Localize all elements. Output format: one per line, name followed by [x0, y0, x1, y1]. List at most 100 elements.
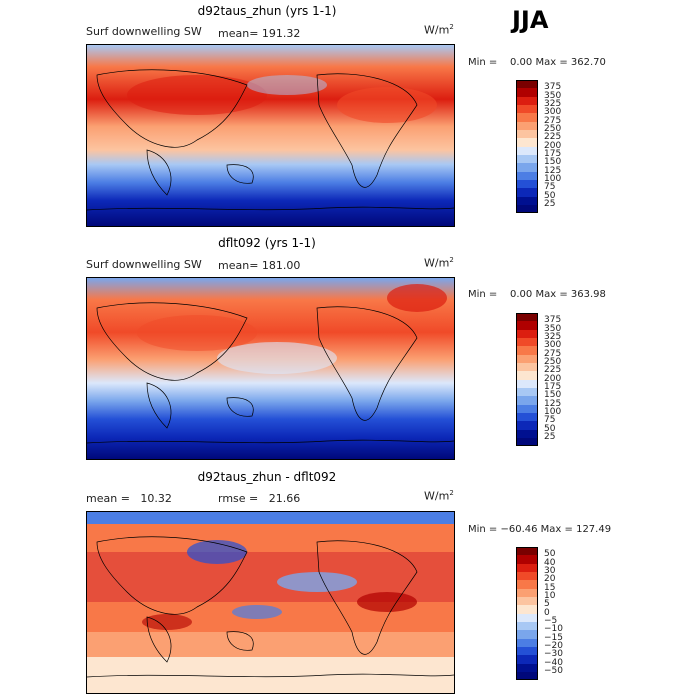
- colorbar-tick-label: 25: [544, 431, 556, 442]
- colorbar-tick-label: 175: [544, 148, 562, 159]
- colorbar-cell: [516, 387, 538, 397]
- colorbar-tick-label: 20: [544, 574, 556, 585]
- colorbar-tick-label: −15: [544, 632, 563, 643]
- colorbar-tick-label: 325: [544, 98, 562, 109]
- panel-mean-label: mean = 10.32: [86, 492, 172, 505]
- colorbar-tick-label: 300: [544, 340, 562, 351]
- colorbar-cell: [516, 321, 538, 330]
- panel-mean-label: mean= 181.00: [218, 259, 301, 272]
- colorbar-cell: [516, 588, 538, 597]
- colorbar-cell: [516, 188, 538, 197]
- colorbar-cell: [516, 671, 538, 681]
- panel-title: d92taus_zhun - dflt092: [197, 470, 337, 484]
- colorbar-cell: [516, 596, 538, 606]
- colorbar-cell: [516, 638, 538, 647]
- panel-rmse-label: rmse = 21.66: [218, 492, 301, 505]
- colorbar-cell: [516, 563, 538, 572]
- colorbar-tick-label: 350: [544, 323, 562, 334]
- world-map-field: [86, 278, 455, 459]
- colorbar-tick-label: −40: [544, 657, 563, 668]
- panel-units-label: W/m2: [424, 489, 454, 503]
- colorbar-cell: [516, 337, 538, 347]
- panel-mean-label: mean= 191.32: [218, 27, 301, 40]
- colorbar-cell: [516, 204, 538, 214]
- colorbar-cell: [516, 547, 538, 556]
- colorbar-tick-label: 175: [544, 381, 562, 392]
- colorbar-tick-label: 150: [544, 157, 562, 168]
- panel-units-label: W/m2: [424, 256, 454, 270]
- colorbar-tick-label: 15: [544, 582, 556, 593]
- colorbar-cell: [516, 404, 538, 413]
- colorbar-cell: [516, 630, 538, 639]
- colorbar-tick-label: −30: [544, 649, 563, 660]
- colorbar-tick-label: 250: [544, 356, 562, 367]
- colorbar-cell: [516, 146, 538, 155]
- colorbar-cell: [516, 154, 538, 164]
- colorbar-cell: [516, 313, 538, 322]
- colorbar-tick-label: 50: [544, 423, 556, 434]
- panel-title: dflt092 (yrs 1-1): [218, 236, 316, 250]
- colorbar-cell: [516, 613, 538, 622]
- colorbar-cell: [516, 163, 538, 172]
- colorbar-tick-label: 25: [544, 198, 556, 209]
- colorbar-cell: [516, 663, 538, 672]
- colorbar-cell: [516, 121, 538, 130]
- colorbar-cell: [516, 571, 538, 581]
- colorbar-tick-label: 30: [544, 565, 556, 576]
- colorbar-tick-label: 0: [544, 607, 550, 618]
- colorbar-tick-label: 200: [544, 373, 562, 384]
- colorbar-cell: [516, 129, 538, 139]
- colorbar-tick-label: 150: [544, 390, 562, 401]
- panel-min-max: Min = 0.00 Max = 362.70: [468, 57, 606, 68]
- colorbar-tick-label: 225: [544, 132, 562, 143]
- colorbar-tick-label: −10: [544, 624, 563, 635]
- colorbar: [516, 547, 538, 681]
- colorbar-tick-label: 275: [544, 115, 562, 126]
- colorbar-cell: [516, 379, 538, 388]
- panel-title: d92taus_zhun (yrs 1-1): [197, 4, 337, 18]
- map-plot: [86, 277, 455, 460]
- colorbar-cell: [516, 371, 538, 380]
- colorbar-tick-label: 100: [544, 406, 562, 417]
- colorbar-cell: [516, 196, 538, 205]
- colorbar-tick-label: −20: [544, 640, 563, 651]
- colorbar: [516, 313, 538, 447]
- colorbar-cell: [516, 104, 538, 114]
- colorbar-tick-label: 50: [544, 190, 556, 201]
- panel-reference-sw: dflt092 (yrs 1-1) Surf downwelling SW me…: [0, 234, 700, 464]
- colorbar-cell: [516, 580, 538, 589]
- colorbar-tick-label: −5: [544, 615, 558, 626]
- panel-difference-sw: d92taus_zhun - dflt092 mean = 10.32 rmse…: [0, 468, 700, 698]
- colorbar-cell: [516, 429, 538, 438]
- colorbar-cell: [516, 80, 538, 89]
- colorbar-tick-label: 325: [544, 331, 562, 342]
- world-map-field: [86, 45, 455, 226]
- colorbar: [516, 80, 538, 214]
- colorbar-cell: [516, 179, 538, 189]
- colorbar-tick-label: 200: [544, 140, 562, 151]
- colorbar-cell: [516, 354, 538, 363]
- colorbar-cell: [516, 113, 538, 122]
- colorbar-cell: [516, 555, 538, 564]
- colorbar-cell: [516, 88, 538, 97]
- colorbar-cell: [516, 621, 538, 631]
- panel-units-label: W/m2: [424, 23, 454, 37]
- season-label: JJA: [512, 6, 549, 34]
- colorbar-tick-label: 125: [544, 398, 562, 409]
- colorbar-cell: [516, 396, 538, 405]
- colorbar-tick-label: 5: [544, 599, 550, 610]
- colorbar-tick-label: 100: [544, 173, 562, 184]
- colorbar-tick-label: 75: [544, 415, 556, 426]
- colorbar-tick-label: 10: [544, 590, 556, 601]
- colorbar-tick-label: 125: [544, 165, 562, 176]
- panel-variable-label: Surf downwelling SW: [86, 258, 202, 271]
- colorbar-tick-label: 40: [544, 557, 556, 568]
- colorbar-tick-label: 75: [544, 182, 556, 193]
- colorbar-tick-label: 375: [544, 82, 562, 93]
- colorbar-cell: [516, 605, 538, 614]
- panel-min-max: Min = −60.46 Max = 127.49: [468, 524, 612, 535]
- colorbar-cell: [516, 346, 538, 355]
- colorbar-cell: [516, 646, 538, 656]
- colorbar-cell: [516, 412, 538, 422]
- colorbar-cell: [516, 362, 538, 372]
